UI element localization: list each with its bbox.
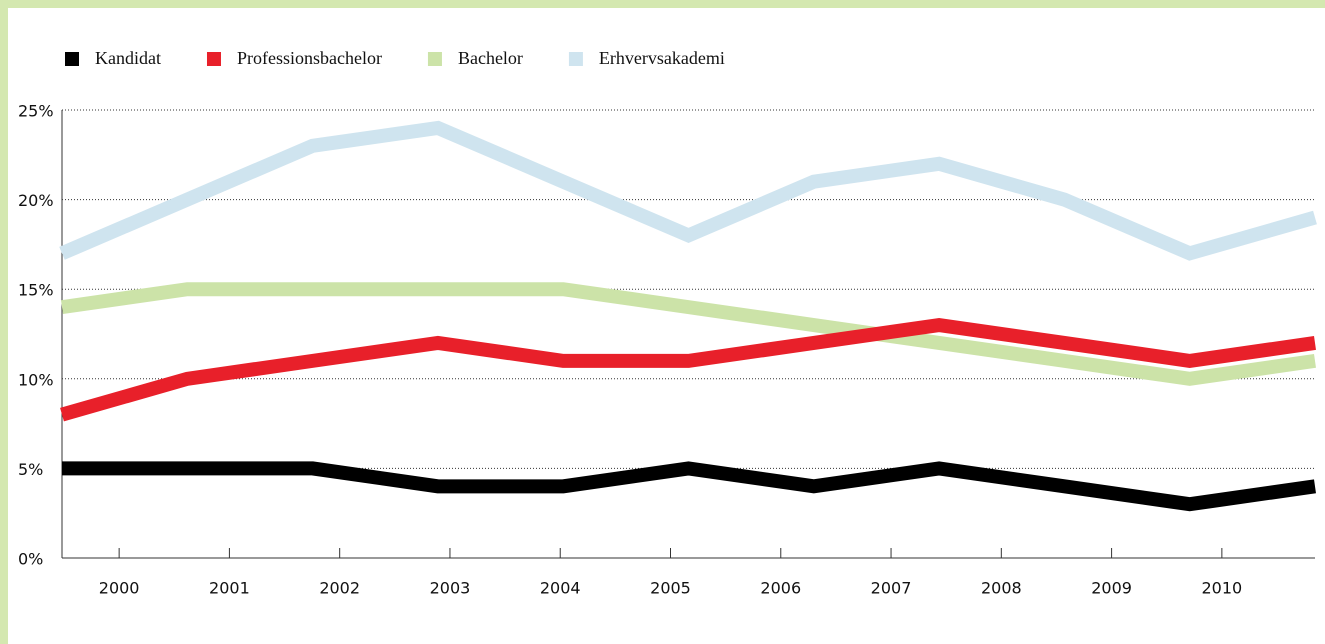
y-tick-label: 20% xyxy=(18,191,54,210)
x-tick-label: 2000 xyxy=(99,579,140,598)
legend-swatch xyxy=(568,52,583,66)
y-tick-label: 15% xyxy=(18,281,54,300)
series-line xyxy=(61,282,1316,386)
frame-top xyxy=(0,0,1325,8)
x-tick-label: 2004 xyxy=(540,579,581,598)
y-tick-label: 5% xyxy=(18,460,43,479)
x-tick-label: 2005 xyxy=(650,579,691,598)
series-line xyxy=(60,317,1316,422)
legend-swatch xyxy=(65,52,79,66)
x-tick-label: 2009 xyxy=(1091,579,1132,598)
y-tick-label: 25% xyxy=(18,102,54,121)
series-line xyxy=(59,120,1317,261)
x-tick-label: 2002 xyxy=(319,579,360,598)
x-tick-label: 2006 xyxy=(760,579,801,598)
y-tick-label: 0% xyxy=(18,550,43,569)
frame-left xyxy=(0,0,8,644)
x-tick-label: 2001 xyxy=(209,579,250,598)
legend-label: Bachelor xyxy=(458,48,523,68)
series-line xyxy=(62,461,1316,512)
x-tick-label: 2008 xyxy=(981,579,1022,598)
y-tick-label: 10% xyxy=(18,370,54,389)
legend-swatch xyxy=(427,52,442,66)
legend-label: Professionsbachelor xyxy=(237,48,382,68)
legend-label: Kandidat xyxy=(95,48,161,68)
x-tick-label: 2007 xyxy=(871,579,912,598)
legend-swatch xyxy=(206,52,221,66)
legend: Kandidat Professionsbachelor Bachelor Erhve… xyxy=(65,48,725,68)
x-tick-label: 2010 xyxy=(1202,579,1243,598)
legend-label: Erhvervsakademi xyxy=(599,48,725,68)
x-tick-label: 2003 xyxy=(430,579,471,598)
